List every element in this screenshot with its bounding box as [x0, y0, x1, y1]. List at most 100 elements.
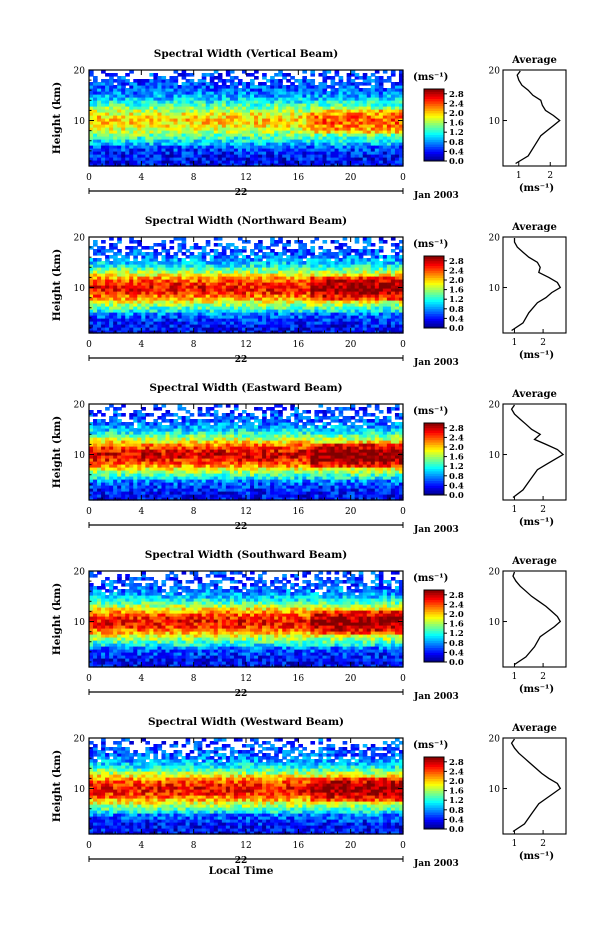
heatmap-cell [375, 249, 380, 253]
x-tick-label: 4 [138, 173, 144, 183]
heatmap-cell [367, 88, 372, 92]
heatmap-cell [105, 73, 110, 77]
heatmap-cell [310, 79, 315, 83]
colorbar-segment [424, 130, 444, 133]
heatmap-cell [359, 82, 364, 86]
heatmap-cell [278, 79, 283, 83]
heatmap-cell [97, 258, 102, 262]
colorbar-segment [424, 154, 444, 157]
heatmap-cell [153, 243, 158, 247]
colorbar-segment [424, 96, 444, 99]
heatmap-cell [214, 76, 219, 80]
heatmap-cell [270, 76, 275, 80]
average-x-tick-label: 2 [547, 171, 553, 181]
colorbar-tick-label: 2.4 [449, 266, 464, 276]
heatmap-cell [367, 249, 372, 253]
x-tick-label: 12 [240, 340, 251, 350]
colorbar-segment [424, 275, 444, 278]
heatmap-cell [194, 255, 199, 259]
average-x-tick-label: 1 [512, 338, 518, 348]
date-label: Jan 2003 [413, 191, 459, 201]
heatmap-cell [109, 243, 114, 247]
heatmap-cell [306, 258, 311, 262]
heatmap-cell [89, 82, 94, 86]
heatmap-cell [174, 76, 179, 80]
heatmap-cell [331, 240, 336, 244]
heatmap-cell [314, 255, 319, 259]
heatmap-cell [149, 246, 154, 250]
heatmap-cell [339, 76, 344, 80]
heatmap-cell [218, 252, 223, 256]
heatmap-cell [359, 76, 364, 80]
x-tick-label: 0 [86, 340, 92, 350]
heatmap-cell [343, 243, 348, 247]
colorbar-segment [424, 106, 444, 109]
heatmap-cell [310, 240, 315, 244]
panel-title: Spectral Width (Vertical Beam) [154, 48, 338, 60]
colorbar-tick-label: 0.4 [449, 147, 464, 157]
colorbar-segment [424, 316, 444, 319]
heatmap-cell [286, 249, 291, 253]
heatmap-cell [246, 82, 251, 86]
colorbar-tick-label: 1.6 [449, 119, 464, 129]
heatmap-cell [282, 85, 287, 89]
heatmap-cell [258, 240, 263, 244]
heatmap-cell [145, 252, 150, 256]
heatmap-cell [238, 79, 243, 83]
heatmap-cell [161, 76, 166, 80]
heatmap-cell [210, 255, 215, 259]
heatmap-cell [178, 73, 183, 77]
heatmap-cell [109, 416, 114, 420]
heatmap-cell [214, 243, 219, 247]
colorbar-segment [424, 290, 444, 293]
heatmap-cell [298, 79, 303, 83]
colorbar-segment [424, 147, 444, 150]
heatmap-cell [157, 261, 162, 265]
heatmap-cells [89, 70, 404, 167]
colorbar-segment [424, 297, 444, 300]
colorbar-segment [424, 292, 444, 295]
heatmap-cell [101, 79, 106, 83]
heatmap-cell [363, 73, 368, 77]
heatmap-cell [230, 243, 235, 247]
colorbar-segment [424, 314, 444, 317]
heatmap-cell [262, 73, 267, 77]
heatmap-cell [97, 419, 102, 423]
heatmap-cell [214, 249, 219, 253]
heatmap-cell [359, 88, 364, 92]
heatmap-cell [105, 249, 110, 253]
colorbar-tick-label: 2.4 [449, 99, 464, 109]
colorbar: 2.82.42.01.61.20.80.40.0 [424, 256, 464, 334]
colorbar-segment [424, 266, 444, 269]
heatmap-cell [290, 249, 295, 253]
x-tick-label: 0 [400, 340, 406, 350]
heatmap-cell [343, 82, 348, 86]
heatmap-cell [93, 258, 98, 262]
colorbar-tick-label: 0.0 [449, 324, 464, 334]
heatmap-cell [379, 246, 384, 250]
x-tick-label: 12 [240, 173, 251, 183]
heatmap-cell [145, 246, 150, 250]
heatmap-cell [234, 246, 239, 250]
heatmap-cells [89, 237, 404, 334]
heatmap-cell [318, 82, 323, 86]
heatmap-cell [222, 246, 227, 250]
y-axis-label: Height (km) [51, 249, 63, 321]
heatmap-cell [246, 240, 251, 244]
heatmap-cell [250, 249, 255, 253]
heatmap-cell [306, 249, 311, 253]
colorbar-segment [424, 123, 444, 126]
heatmap-cell [286, 85, 291, 89]
heatmap-cell [339, 243, 344, 247]
heatmap-cell [238, 249, 243, 253]
colorbar-segment [424, 261, 444, 264]
heatmap-cell [149, 252, 154, 256]
heatmap-cell [371, 73, 376, 77]
colorbar-segment [424, 111, 444, 114]
y-axis-label: Height (km) [51, 82, 63, 154]
heatmap-cell [174, 252, 179, 256]
average-title: Average [511, 222, 557, 233]
heatmap-cell [129, 82, 134, 86]
heatmap-cell [379, 261, 384, 265]
heatmap-cell [210, 249, 215, 253]
